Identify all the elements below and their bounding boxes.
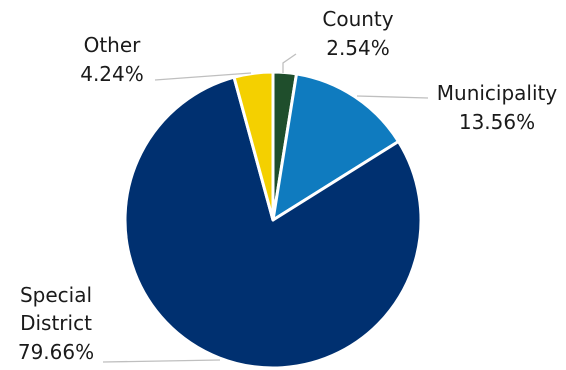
- slice-labels: County 2.54% Municipality 13.56% Special…: [18, 7, 558, 364]
- leader-lines: [102, 53, 429, 363]
- leader-line-other: [154, 72, 252, 81]
- leader-line-county: [282, 53, 297, 73]
- leader-line-municipality: [356, 95, 429, 99]
- label-county: County: [322, 7, 393, 31]
- value-label-other: 4.24%: [80, 62, 144, 86]
- label-special-district-line1: Special: [20, 283, 92, 307]
- pie-slices: [123, 70, 423, 370]
- leader-line-special-district: [102, 359, 221, 363]
- label-other: Other: [84, 33, 142, 57]
- pie-slice-other: [232, 70, 275, 222]
- label-municipality: Municipality: [437, 81, 558, 105]
- pie-slice-municipality: [271, 72, 400, 222]
- label-special-district-line2: District: [20, 311, 92, 335]
- pie-slice-special-district: [123, 75, 423, 370]
- value-label-special-district: 79.66%: [18, 340, 94, 364]
- value-label-municipality: 13.56%: [459, 110, 535, 134]
- value-label-county: 2.54%: [326, 36, 390, 60]
